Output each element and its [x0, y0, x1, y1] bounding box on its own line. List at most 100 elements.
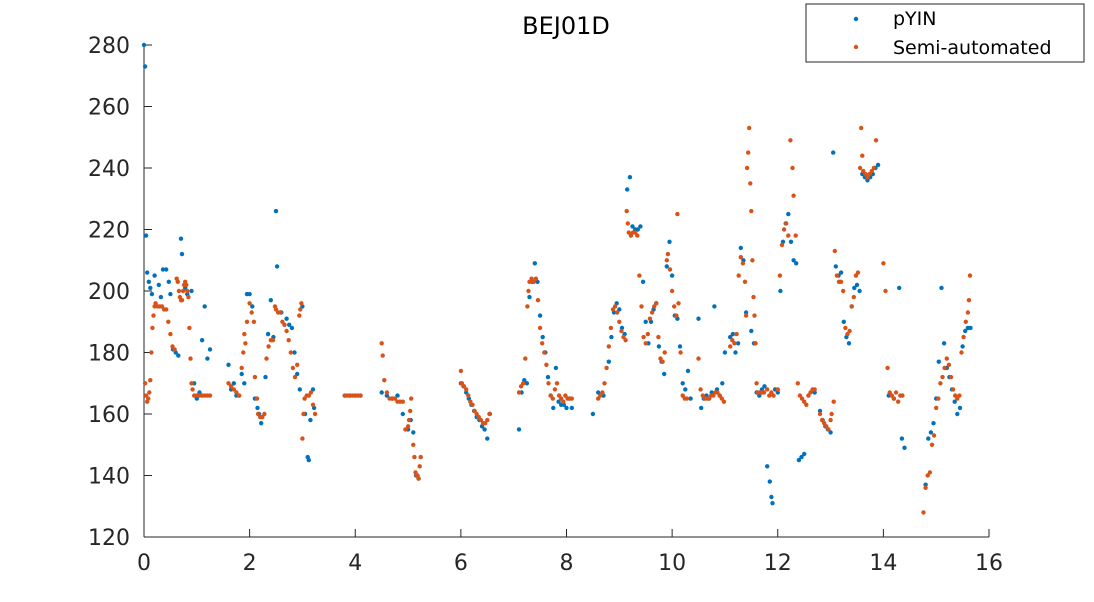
- pyin-point: [168, 291, 173, 297]
- semi-automated-point: [753, 341, 758, 346]
- semi-automated-point: [665, 251, 671, 257]
- semi-automated-point: [851, 294, 856, 300]
- semi-automated-point: [485, 417, 490, 423]
- semi-automated-point: [624, 208, 629, 214]
- semi-automated-point: [736, 273, 741, 278]
- pyin-point: [852, 285, 857, 291]
- semi-automated-point: [808, 390, 813, 395]
- semi-automated-point: [266, 344, 271, 349]
- x-tick-label: 16: [975, 551, 1003, 576]
- pyin-point: [306, 457, 311, 463]
- semi-automated-point: [239, 365, 244, 371]
- pyin-point: [796, 457, 802, 463]
- pyin-point: [662, 371, 667, 377]
- pyin-point: [841, 319, 846, 324]
- pyin-point: [609, 334, 614, 340]
- pyin-point: [152, 273, 157, 278]
- pyin-point: [197, 390, 202, 395]
- semi-automated-point: [544, 362, 549, 367]
- semi-automated-point: [252, 374, 258, 380]
- semi-automated-point: [308, 390, 314, 395]
- semi-automated-point: [804, 402, 809, 407]
- semi-automated-point: [817, 411, 823, 417]
- semi-automated-point: [767, 393, 772, 398]
- pyin-point: [812, 390, 817, 395]
- semi-automated-point: [416, 476, 421, 481]
- pyin-point: [749, 328, 754, 334]
- pyin-point: [857, 288, 862, 294]
- pyin-point: [164, 267, 169, 272]
- semi-automated-point: [824, 424, 829, 429]
- semi-automated-point: [828, 417, 833, 423]
- semi-automated-point: [405, 424, 411, 429]
- semi-automated-point: [752, 313, 757, 318]
- pyin-point: [728, 334, 733, 340]
- semi-automated-point: [527, 279, 532, 284]
- pyin-point: [936, 359, 941, 364]
- semi-automated-point: [838, 279, 844, 284]
- semi-automated-point: [392, 396, 398, 401]
- semi-automated-point: [150, 325, 155, 331]
- pyin-point: [564, 405, 569, 411]
- semi-automated-point: [533, 276, 539, 281]
- semi-automated-point: [743, 313, 749, 318]
- pyin-point: [730, 331, 736, 337]
- semi-automated-point: [540, 341, 545, 346]
- semi-automated-point: [829, 411, 834, 417]
- semi-automated-point: [379, 341, 384, 346]
- y-tick-label: 280: [88, 34, 130, 59]
- pyin-point: [143, 233, 149, 238]
- semi-automated-point: [468, 399, 473, 404]
- pyin-point: [770, 501, 775, 506]
- pyin-point: [156, 282, 161, 288]
- x-ticks: 0 2 4 6 8 10 12 14 16: [137, 529, 1003, 576]
- x-tick-label: 8: [560, 551, 574, 576]
- semi-automated-point: [721, 399, 727, 404]
- semi-automated-point: [546, 381, 551, 386]
- pyin-point: [968, 325, 973, 331]
- pyin-point: [205, 356, 210, 361]
- semi-automated-point: [273, 307, 279, 312]
- semi-automated-point: [784, 221, 789, 226]
- pyin-point: [630, 224, 635, 229]
- pyin-point: [596, 390, 601, 395]
- pyin-point: [638, 224, 643, 229]
- semi-automated-point: [942, 365, 947, 371]
- semi-automated-point: [934, 405, 939, 411]
- semi-automated-point: [940, 374, 945, 380]
- pyin-point: [516, 427, 522, 432]
- semi-automated-point: [732, 341, 737, 346]
- semi-automated-point: [751, 294, 756, 300]
- semi-automated-point: [554, 381, 560, 386]
- semi-automated-point: [769, 390, 774, 395]
- semi-automated-point: [847, 328, 852, 334]
- pyin-point: [767, 479, 772, 484]
- pyin-point: [485, 436, 490, 441]
- pyin-point: [941, 341, 947, 346]
- semi-automated-point: [529, 276, 534, 281]
- semi-automated-point: [615, 310, 620, 315]
- legend-marker-semi-automated: [853, 44, 859, 50]
- semi-automated-point: [417, 464, 422, 469]
- semi-automated-point: [604, 365, 609, 371]
- semi-automated-point: [639, 304, 644, 309]
- semi-automated-point: [600, 390, 605, 395]
- pyin-point: [556, 399, 561, 404]
- semi-automated-point: [946, 362, 952, 367]
- semi-automated-point: [299, 301, 304, 306]
- pyin-point: [145, 270, 150, 275]
- semi-automated-point: [523, 356, 528, 361]
- semi-automated-point: [278, 310, 283, 315]
- semi-automated-point: [474, 411, 479, 417]
- pyin-point: [963, 328, 968, 334]
- semi-automated-point: [241, 350, 246, 355]
- semi-automated-point: [310, 402, 316, 407]
- pyin-point: [149, 291, 155, 297]
- semi-automated-point: [873, 138, 879, 143]
- semi-automated-point: [260, 414, 265, 420]
- semi-automated-point: [744, 165, 750, 171]
- pyin-point: [590, 411, 596, 417]
- semi-automated-point: [608, 325, 614, 331]
- semi-automated-point: [750, 258, 755, 263]
- semi-automated-point: [761, 390, 767, 395]
